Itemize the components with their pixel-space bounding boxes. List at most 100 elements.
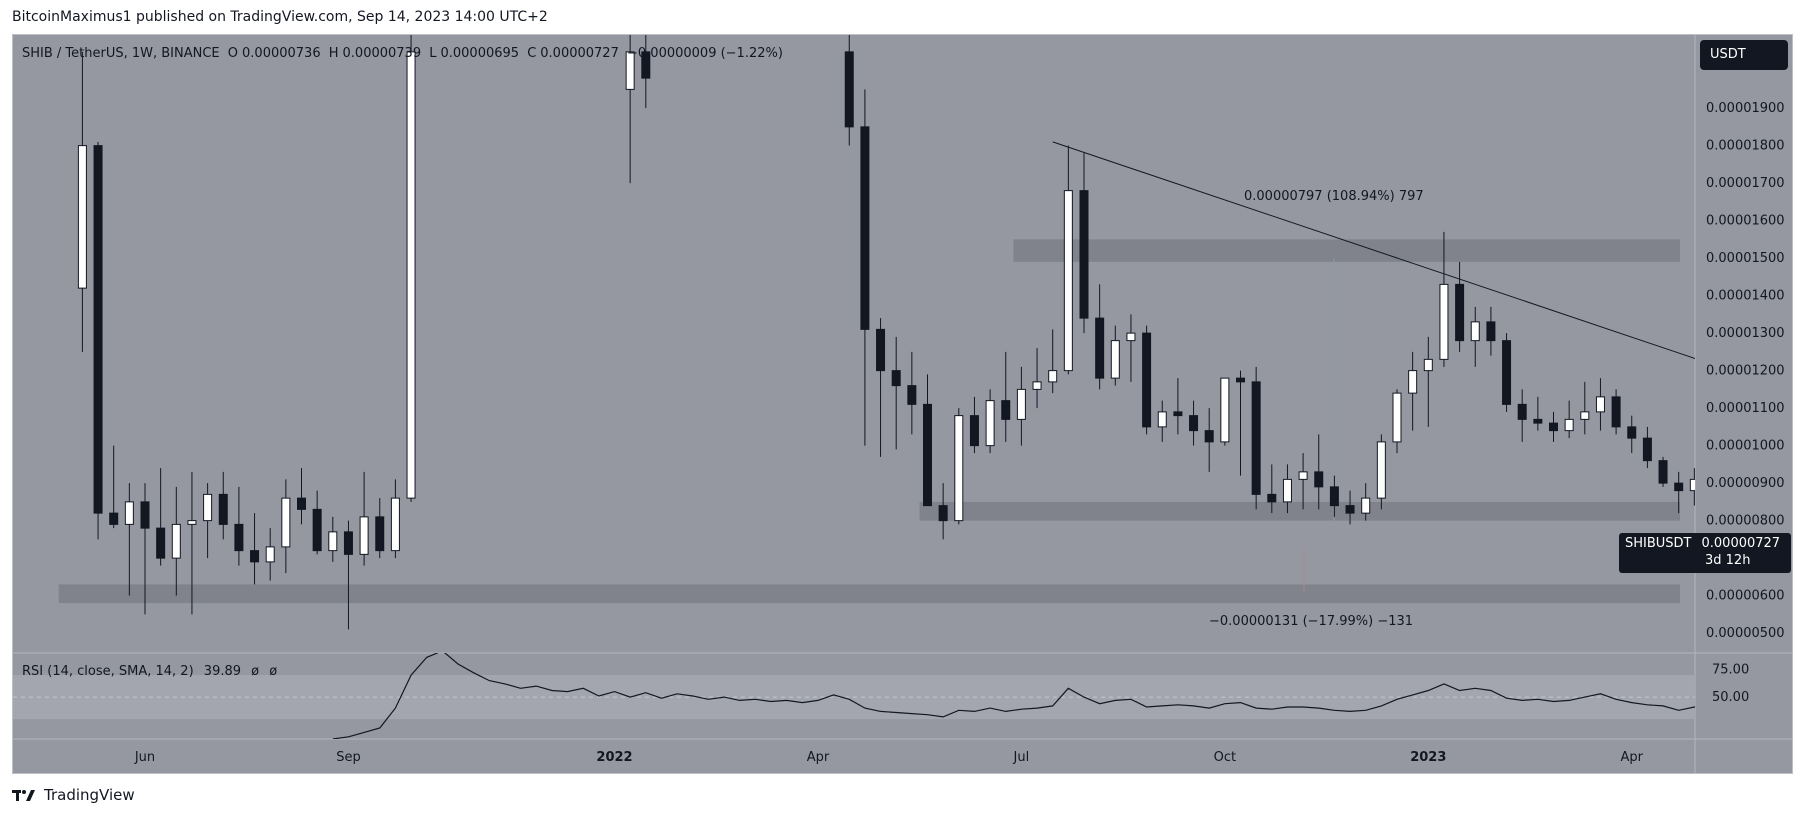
candle-bull — [359, 516, 369, 555]
price-tick-label: 0.00001900 — [1706, 101, 1785, 116]
candle-bull — [1784, 524, 1792, 528]
close-value: 0.00000727 — [540, 46, 619, 61]
price-tick-label: 0.00000900 — [1706, 476, 1785, 491]
candle-bear — [218, 493, 228, 525]
time-tick-label: 2022 — [596, 750, 632, 765]
candle-bear — [312, 508, 322, 552]
candle-bear — [1001, 400, 1011, 420]
publisher-credit: BitcoinMaximus1 published on TradingView… — [12, 9, 548, 25]
low-label: L — [429, 46, 437, 61]
candle-bear — [1486, 321, 1496, 342]
measure-down-label: −0.00000131 (−17.99%) −131 — [1209, 614, 1414, 629]
candle-bull — [1595, 396, 1605, 413]
time-tick-label: Sep — [336, 750, 361, 765]
last-price-label: SHIBUSDT 0.00000727 3d 12h — [1619, 533, 1791, 573]
candle-bear — [876, 328, 886, 372]
candle-bull — [1800, 521, 1807, 525]
candle-bull — [187, 520, 197, 525]
tradingview-logo-icon — [12, 790, 35, 801]
candle-bear — [109, 512, 119, 525]
candle-bear — [891, 370, 901, 387]
candle-bull — [1376, 441, 1386, 499]
candle-bear — [1329, 486, 1339, 507]
candle-bear — [1267, 493, 1277, 503]
rsi-legend: RSI (14, close, SMA, 14, 2) 39.89 ø ø — [22, 664, 277, 679]
candle-bear — [1314, 471, 1324, 488]
candle-bear — [1455, 283, 1465, 342]
price-tick-label: 0.00001600 — [1706, 214, 1785, 229]
candle-bear — [297, 497, 306, 510]
candle-bear — [1658, 460, 1668, 484]
candle-bull — [1564, 418, 1574, 432]
price-tick-label: 0.00001400 — [1706, 289, 1785, 304]
candle-bear — [93, 145, 103, 514]
footer-brand-text: TradingView — [44, 786, 135, 804]
time-tick-label: Oct — [1214, 750, 1236, 765]
candle-bull — [1580, 411, 1590, 420]
candle-bull — [1032, 381, 1042, 390]
candle-bull — [281, 497, 291, 548]
candle-bear — [1251, 381, 1261, 495]
ticker-name: SHIBUSDT — [1625, 536, 1692, 551]
close-label: C — [527, 46, 537, 61]
price-tick-label: 0.00001000 — [1706, 439, 1785, 454]
candle-bear — [156, 527, 166, 559]
candle-bull — [171, 523, 181, 559]
candle-bull — [1282, 478, 1292, 503]
price-tick-label: 0.00001300 — [1706, 326, 1785, 341]
candle-bull — [1220, 377, 1230, 443]
candle-bear — [641, 51, 651, 79]
measure-up-label: 0.00000797 (108.94%) 797 — [1244, 189, 1424, 204]
candle-bull — [1016, 388, 1026, 420]
footer-brand[interactable]: TradingView — [12, 786, 135, 804]
time-tick-label: 2023 — [1410, 750, 1446, 765]
candle-bear — [1517, 403, 1527, 420]
candle-bull — [390, 497, 400, 552]
candle-bear — [234, 523, 244, 552]
rsi-value: 39.89 — [203, 664, 242, 679]
rsi-line — [332, 653, 1695, 739]
candle-bull — [1110, 340, 1120, 379]
high-label: H — [328, 46, 339, 61]
price-tick-label: 0.00000500 — [1706, 626, 1785, 641]
currency-button[interactable]: USDT — [1700, 40, 1788, 70]
candle-bear — [1142, 332, 1152, 428]
candle-bull — [625, 51, 635, 90]
time-tick-label: Jun — [134, 750, 155, 765]
candle-bear — [1189, 415, 1199, 432]
candle-bull — [1063, 190, 1073, 372]
candle-bull — [1157, 411, 1167, 428]
rsi-tick-label: 50.00 — [1712, 690, 1749, 705]
descending-trendline — [1052, 141, 1695, 360]
time-tick-label: Jul — [1013, 750, 1030, 765]
bar-countdown: 3d 12h — [1705, 553, 1751, 568]
candle-bear — [1674, 482, 1684, 492]
rsi-na-2: ø — [269, 664, 278, 679]
high-value: 0.00000739 — [342, 46, 422, 61]
price-tick-label: 0.00001100 — [1706, 401, 1785, 416]
candle-bear — [1236, 377, 1245, 383]
rsi-label: RSI (14, close, SMA, 14, 2) — [22, 664, 194, 679]
candle-bull — [1423, 358, 1433, 372]
candle-bull — [1298, 471, 1308, 480]
candle-bull — [1689, 478, 1695, 492]
candle-bull — [1392, 392, 1402, 443]
symbol-name: SHIB / TetherUS, 1W, BINANCE — [22, 46, 220, 61]
candle-bear — [938, 505, 948, 522]
candle-bull — [1439, 283, 1449, 360]
candle-bear — [1611, 396, 1621, 428]
price-tick-label: 0.00001500 — [1706, 251, 1785, 266]
ticker-price: 0.00000727 — [1701, 536, 1781, 551]
candle-bull — [406, 51, 416, 499]
candle-bull — [265, 546, 275, 563]
candle-bull — [954, 415, 964, 522]
price-pane — [58, 35, 1807, 630]
time-tick-label: Apr — [1621, 750, 1644, 765]
resistance-zone — [1013, 239, 1680, 262]
chart-frame — [12, 34, 1793, 774]
candle-bull — [328, 531, 338, 552]
symbol-legend: SHIB / TetherUS, 1W, BINANCE O 0.00000736… — [22, 46, 787, 61]
candle-bear — [907, 385, 917, 405]
candle-bull — [1126, 332, 1136, 342]
